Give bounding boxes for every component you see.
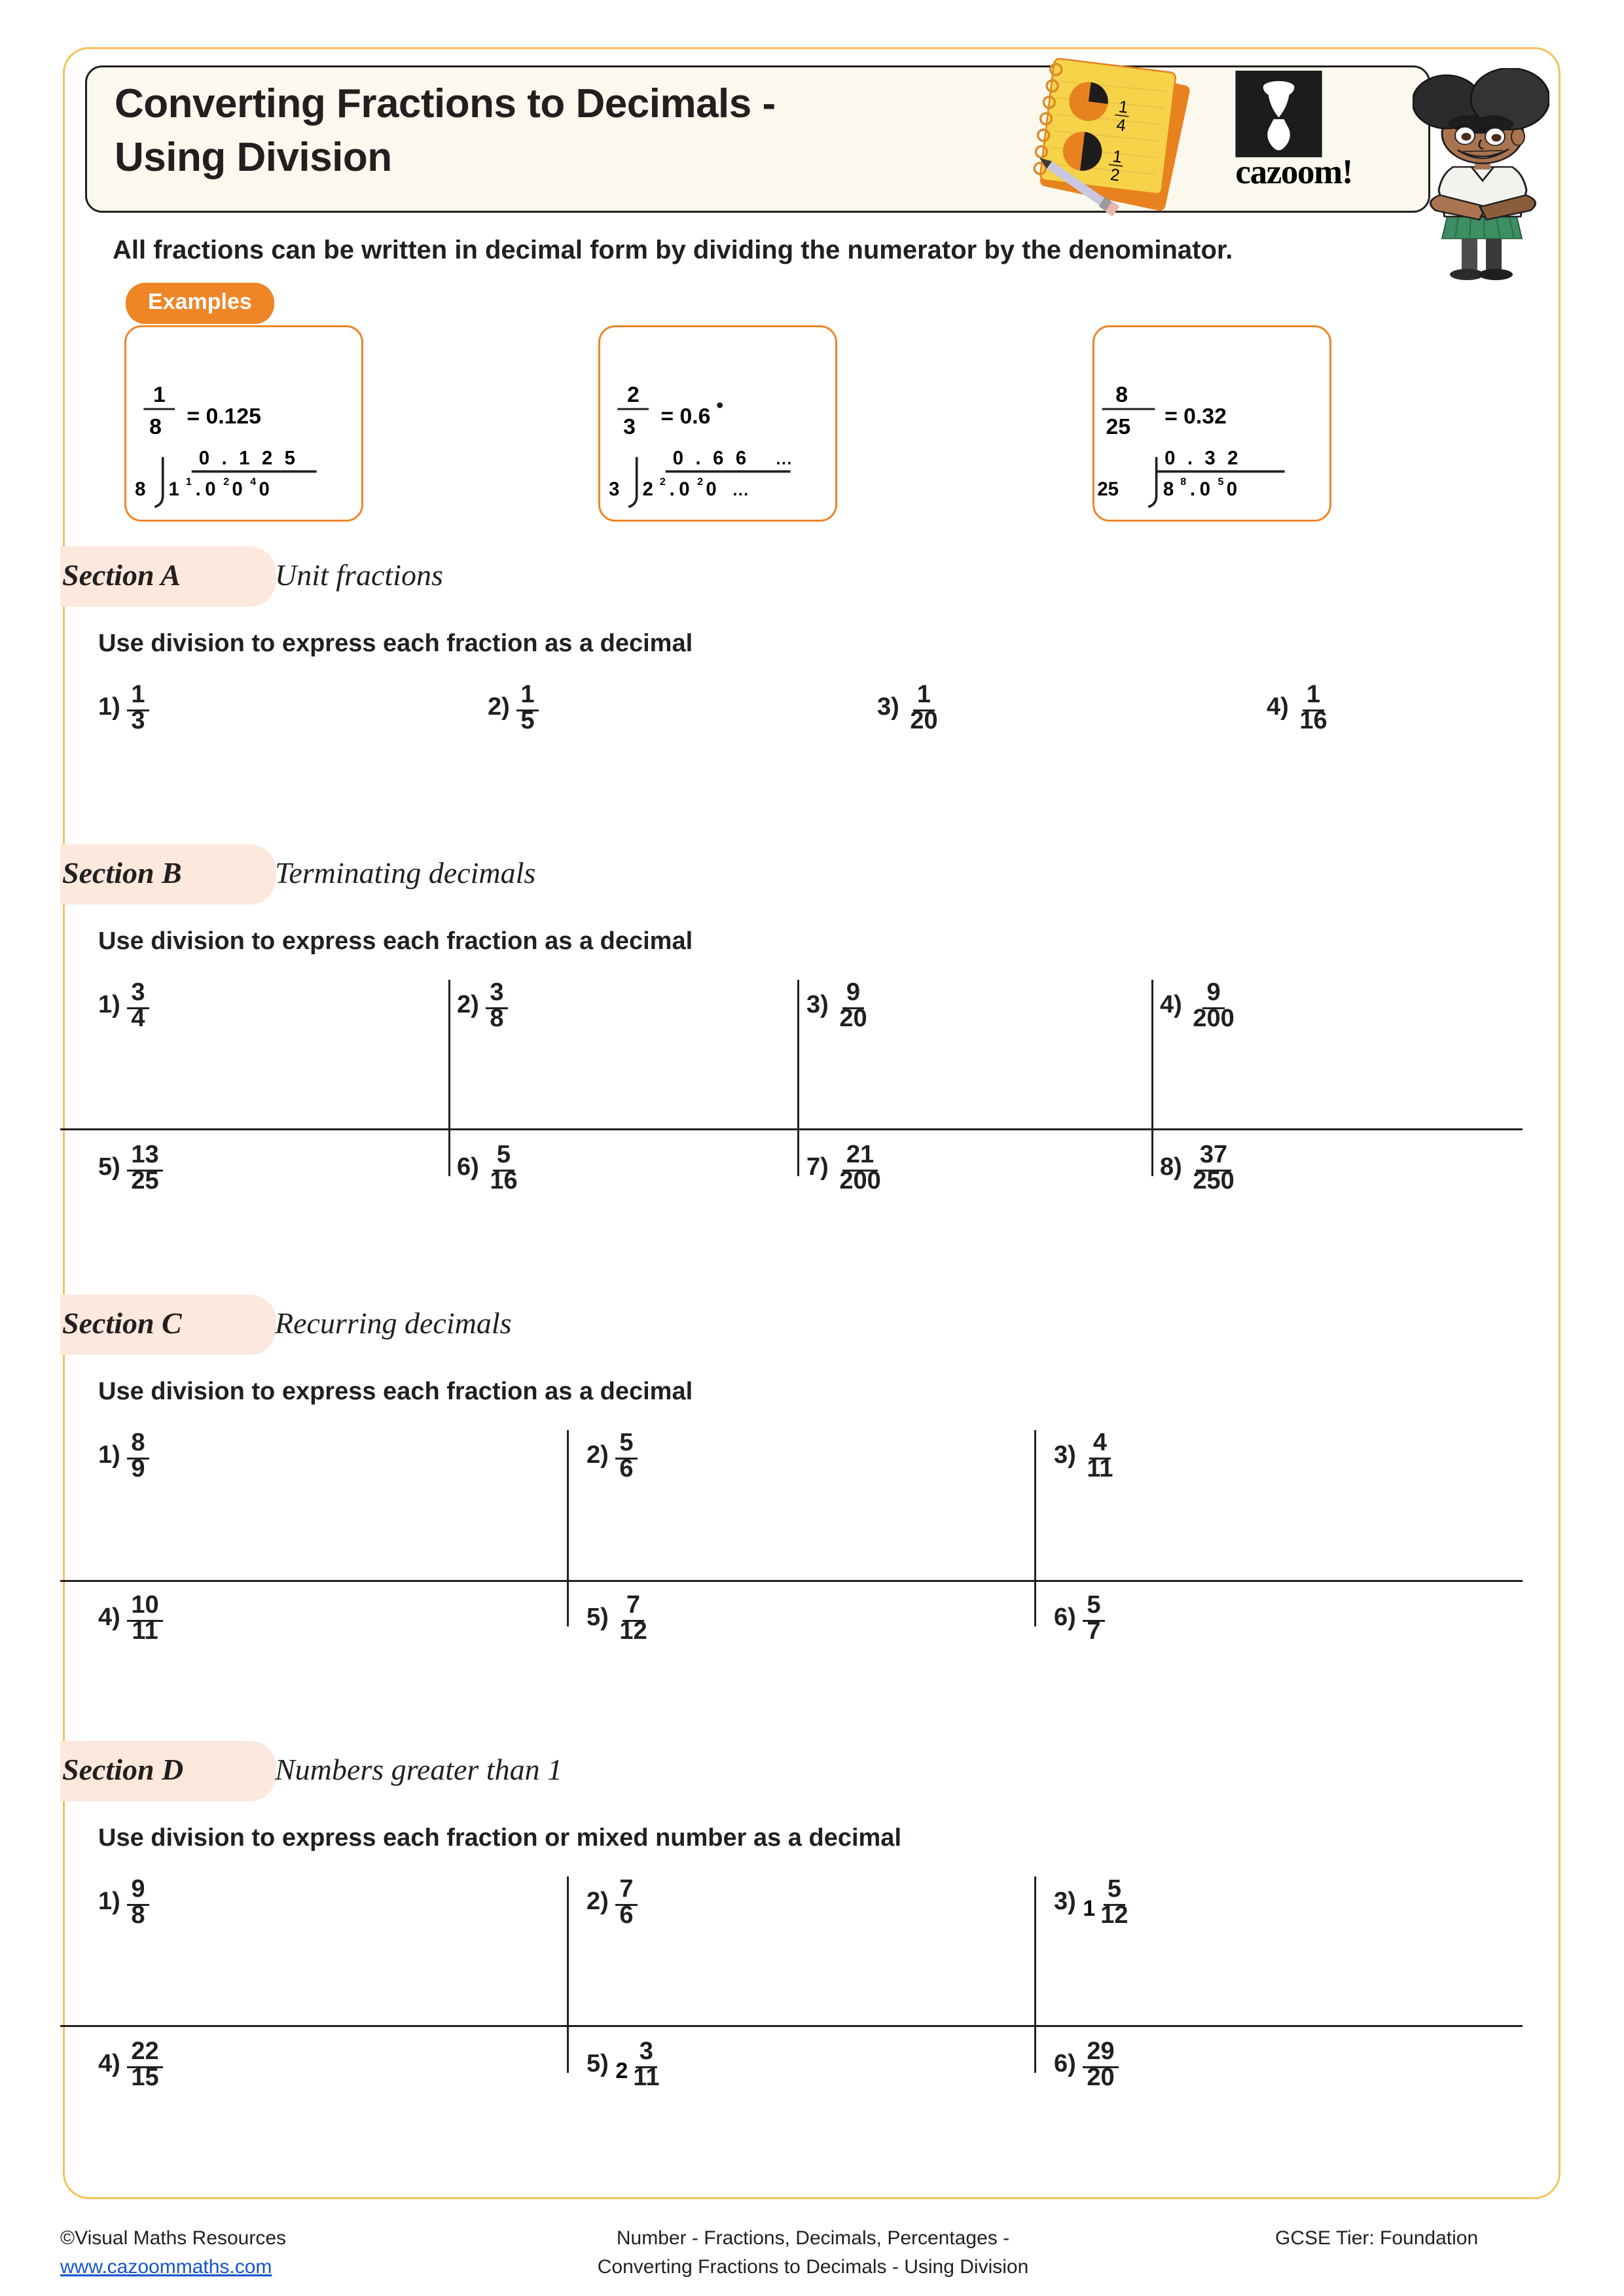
svg-text:2: 2 [643,478,653,500]
svg-text:2: 2 [223,476,229,488]
svg-text:2: 2 [697,476,703,488]
svg-text:4: 4 [250,476,256,488]
svg-text:2: 2 [627,382,640,407]
svg-text:= 0.6: = 0.6 [660,404,710,429]
svg-text:0 . 3 2: 0 . 3 2 [1164,447,1242,469]
svg-text:0: 0 [205,478,215,500]
svg-text:2: 2 [660,476,666,488]
svg-text:3: 3 [609,478,619,500]
svg-text:= 0.32: = 0.32 [1164,404,1227,429]
svg-text:0: 0 [232,478,242,500]
svg-text:.: . [196,478,201,500]
svg-text:3: 3 [623,414,636,439]
svg-text:.: . [670,478,675,500]
svg-text:= 0.125: = 0.125 [187,404,261,429]
svg-text:1: 1 [153,382,166,407]
svg-text:0: 0 [1227,478,1237,500]
svg-text:0 . 1 2 5: 0 . 1 2 5 [199,447,298,469]
svg-text:...: ... [733,481,749,499]
svg-text:.: . [1190,478,1195,500]
svg-text:0: 0 [1200,478,1210,500]
svg-text:25: 25 [1106,414,1131,439]
svg-text:8: 8 [1180,476,1186,488]
svg-text:8: 8 [1163,478,1174,500]
svg-text:0: 0 [706,478,716,500]
svg-text:cazoom!: cazoom! [1235,153,1352,191]
svg-text:8: 8 [1115,382,1128,407]
svg-text:0: 0 [259,478,270,500]
svg-text:8: 8 [149,414,162,439]
svg-text:...: ... [776,450,793,468]
svg-text:0: 0 [679,478,689,500]
svg-text:0 . 6 6: 0 . 6 6 [673,447,750,469]
svg-text:5: 5 [1218,476,1224,488]
svg-text:25: 25 [1097,478,1119,500]
svg-text:8: 8 [135,478,145,500]
svg-text:1: 1 [186,476,192,488]
svg-text:1: 1 [169,478,179,500]
